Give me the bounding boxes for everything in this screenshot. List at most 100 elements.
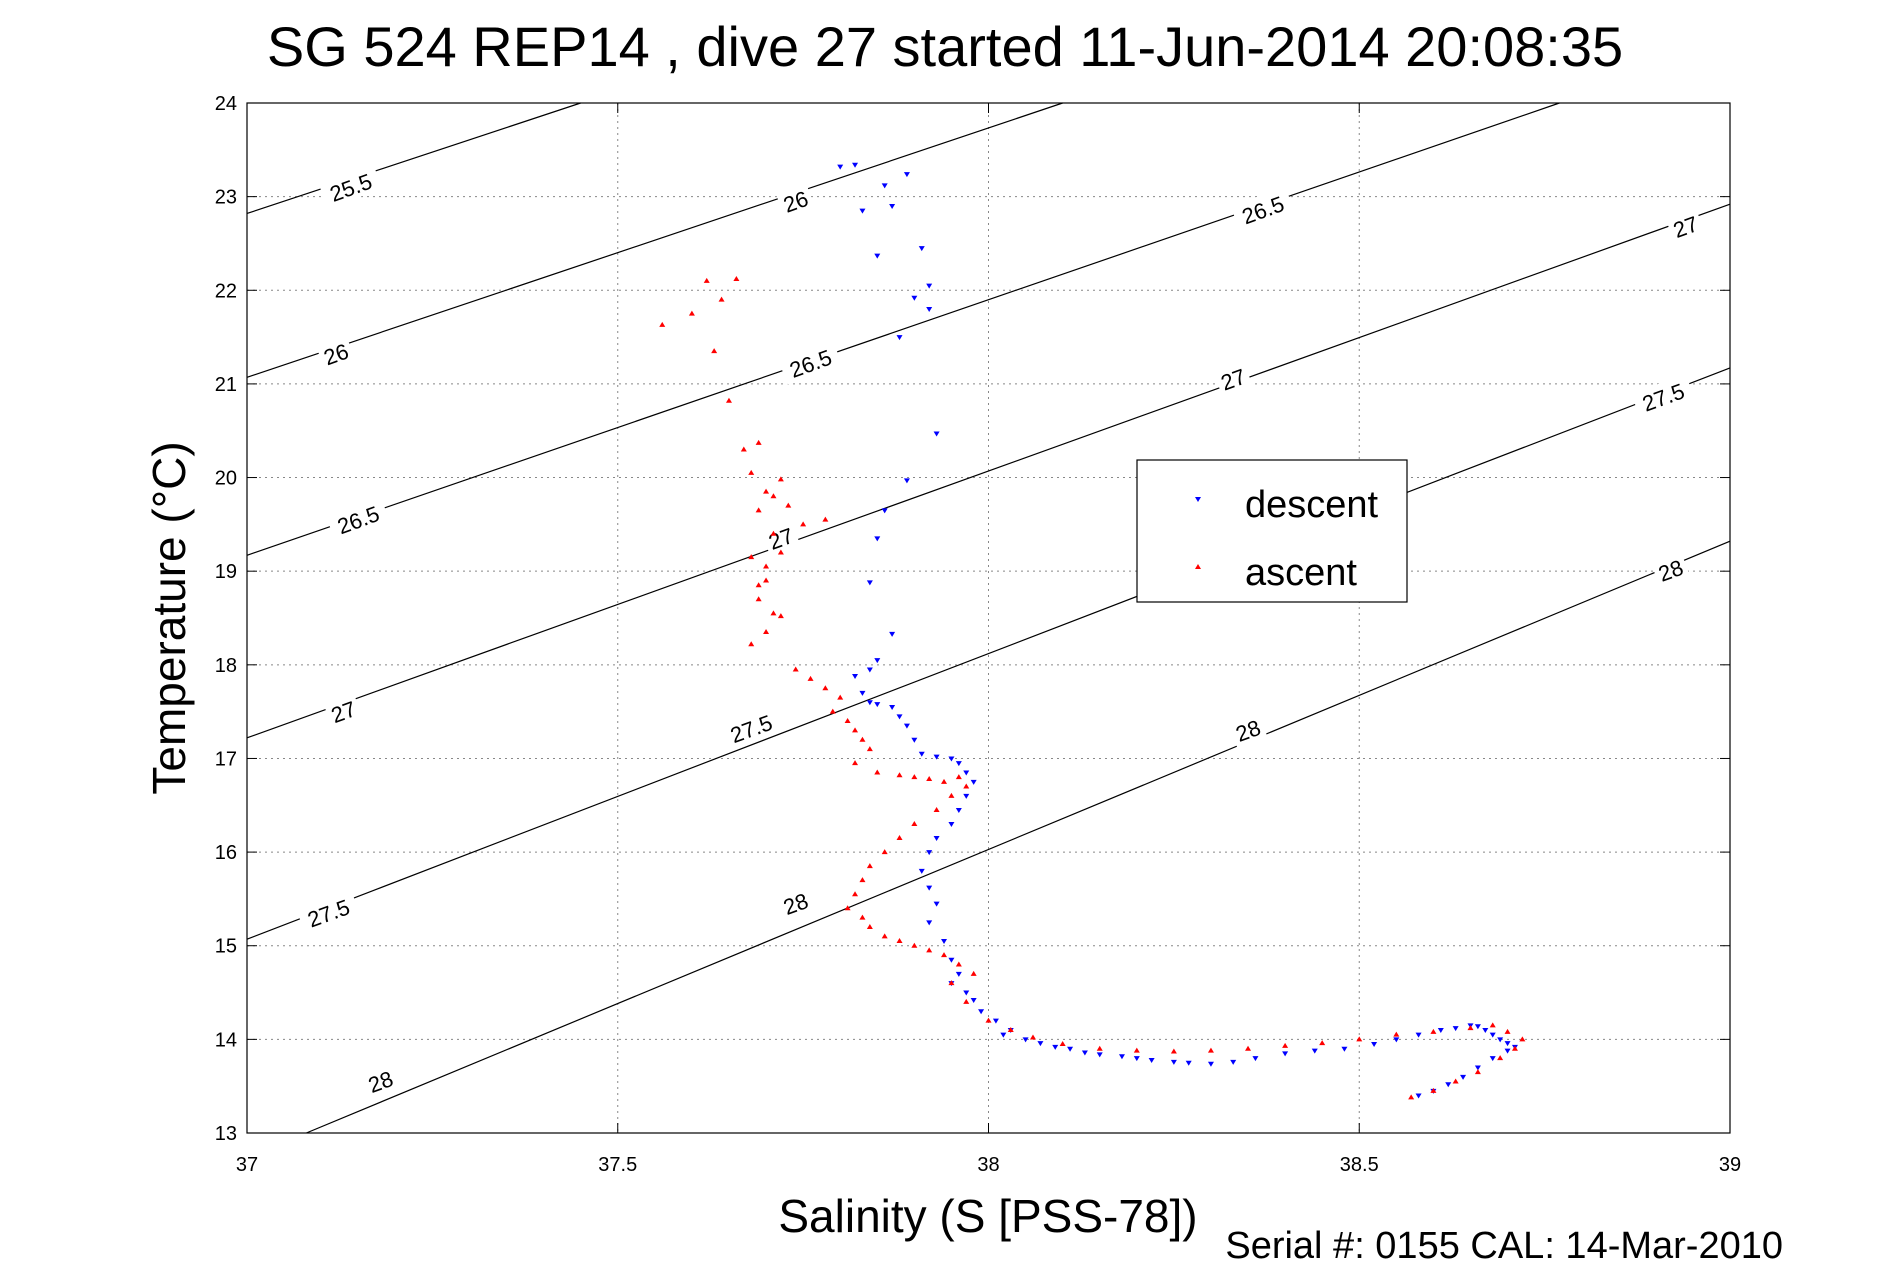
- x-tick-label: 39: [1719, 1154, 1741, 1176]
- data-point-descent: [926, 307, 933, 312]
- data-point-descent: [992, 1018, 999, 1024]
- data-point-ascent: [881, 933, 888, 939]
- contour-label-bg: [323, 693, 363, 729]
- data-point-descent: [1474, 1024, 1481, 1030]
- data-point-descent: [911, 737, 918, 743]
- data-point-ascent: [1430, 1028, 1437, 1034]
- data-point-ascent: [763, 577, 770, 583]
- data-point-descent: [1230, 1059, 1237, 1065]
- data-point-ascent: [866, 924, 873, 929]
- data-point-ascent: [688, 310, 695, 316]
- contour-label-bg: [719, 705, 783, 750]
- y-tick-label: 15: [215, 936, 237, 958]
- y-tick-label: 16: [215, 842, 237, 864]
- contour-label-bg: [326, 496, 390, 541]
- density-contour-line: [246, 102, 581, 215]
- data-point-descent: [1170, 1059, 1177, 1065]
- data-point-descent: [926, 920, 933, 926]
- data-point-descent: [918, 751, 925, 757]
- data-point-ascent: [948, 980, 955, 986]
- contour-label-bg: [1631, 373, 1695, 419]
- y-tick-label: 23: [215, 187, 237, 209]
- data-point-descent: [889, 204, 896, 209]
- data-point-descent: [933, 754, 940, 760]
- data-point-descent: [1415, 1032, 1422, 1038]
- data-point-ascent: [941, 778, 948, 784]
- data-point-descent: [963, 990, 970, 996]
- data-point-ascent: [1170, 1048, 1177, 1054]
- data-point-descent: [1022, 1037, 1029, 1043]
- data-point-ascent: [926, 947, 933, 953]
- legend: descent ascent: [1136, 459, 1408, 603]
- data-point-descent: [918, 246, 925, 252]
- density-contour-line: [246, 102, 1063, 378]
- data-point-ascent: [896, 772, 903, 778]
- data-point-descent: [933, 431, 940, 437]
- contour-label-bg: [318, 164, 383, 209]
- contour-label-bg: [1230, 186, 1295, 231]
- data-point-descent: [1489, 1032, 1496, 1038]
- data-point-ascent: [822, 516, 829, 522]
- data-point-descent: [881, 508, 888, 514]
- data-point-descent: [963, 770, 970, 776]
- y-tick-label: 20: [215, 468, 237, 490]
- data-point-ascent: [755, 507, 762, 513]
- data-point-ascent: [1096, 1045, 1103, 1051]
- data-point-descent: [881, 183, 888, 189]
- data-point-descent: [926, 885, 933, 891]
- contour-label: 25.5: [327, 169, 376, 207]
- data-point-descent: [1067, 1046, 1074, 1052]
- data-point-descent: [926, 283, 933, 289]
- contour-label: 26.5: [1239, 191, 1288, 229]
- contour-label-bg: [1228, 711, 1268, 748]
- data-point-descent: [1482, 1028, 1489, 1033]
- data-point-ascent: [955, 774, 962, 780]
- data-point-descent: [859, 208, 866, 214]
- data-point-descent: [874, 702, 881, 708]
- data-point-ascent: [859, 914, 866, 920]
- data-point-ascent: [896, 835, 903, 841]
- data-point-descent: [933, 836, 940, 842]
- data-point-descent: [1081, 1050, 1088, 1056]
- data-point-descent: [1118, 1054, 1125, 1060]
- data-point-ascent: [933, 806, 940, 812]
- y-tick-label: 13: [215, 1123, 237, 1145]
- data-point-ascent: [911, 821, 918, 826]
- data-point-ascent: [763, 563, 770, 569]
- data-point-ascent: [859, 877, 866, 883]
- data-point-descent: [1393, 1037, 1400, 1043]
- chart-title: SG 524 REP14 , dive 27 started 11-Jun-20…: [267, 15, 1623, 78]
- contour-label-bg: [775, 182, 815, 219]
- density-contour-line: [306, 540, 1731, 1134]
- contour-label-bg: [316, 335, 356, 371]
- contour-label-bg: [1213, 360, 1253, 396]
- data-point-ascent: [852, 891, 859, 897]
- contour-label-bg: [360, 1062, 400, 1099]
- data-point-ascent: [792, 666, 799, 672]
- data-point-ascent: [1282, 1042, 1289, 1048]
- serial-cal-footer: Serial #: 0155 CAL: 14-Mar-2010: [1225, 1225, 1783, 1262]
- data-point-ascent: [1029, 1034, 1036, 1040]
- grid-layer: [247, 103, 1730, 1133]
- data-point-descent: [852, 674, 859, 680]
- contour-label-bg: [775, 884, 815, 921]
- data-point-descent: [1452, 1026, 1459, 1032]
- data-point-ascent: [948, 792, 955, 798]
- data-point-ascent: [896, 938, 903, 944]
- data-point-descent: [866, 667, 873, 673]
- data-point-ascent: [740, 446, 747, 452]
- data-point-descent: [852, 162, 859, 168]
- legend-marker-ascent: [1195, 564, 1201, 569]
- data-point-descent: [1148, 1057, 1155, 1063]
- data-point-descent: [970, 779, 977, 785]
- data-point-descent: [970, 998, 977, 1004]
- x-tick-label: 38.5: [1340, 1154, 1379, 1176]
- data-point-ascent: [770, 610, 777, 616]
- data-point-descent: [903, 478, 910, 484]
- data-point-ascent: [881, 849, 888, 855]
- data-point-ascent: [955, 961, 962, 967]
- data-point-descent: [1504, 1048, 1511, 1054]
- contour-label-bg: [296, 889, 360, 935]
- legend-box: [1136, 459, 1408, 603]
